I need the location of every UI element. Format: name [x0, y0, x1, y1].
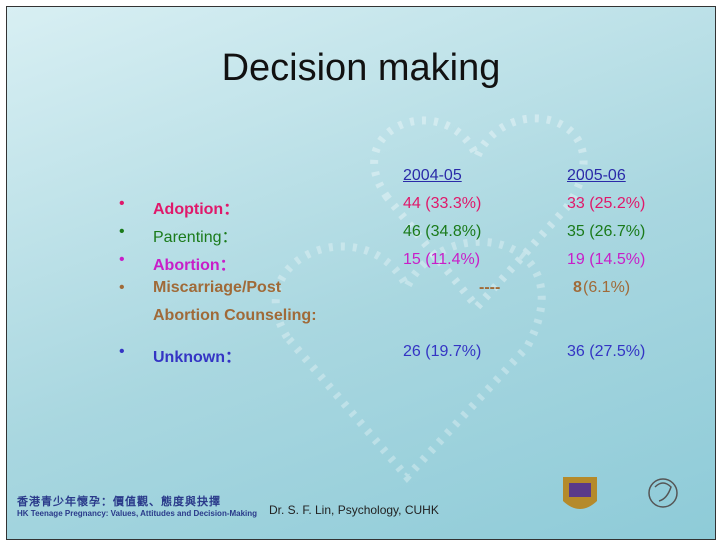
- cell: 46 (34.8%): [403, 223, 482, 240]
- bullet: •: [119, 343, 125, 360]
- cell: (6.1%): [583, 279, 631, 296]
- logos: [563, 477, 678, 509]
- row-label: Parenting：: [153, 229, 238, 246]
- row-label: Abortion Counseling:: [153, 307, 317, 324]
- cell: 19 (14.5%): [567, 251, 646, 268]
- cell: ----: [479, 279, 501, 296]
- slide: Decision making 香港青少年懷孕：價值觀、態度與抉擇 HK Tee…: [6, 6, 716, 540]
- background-hearts: [271, 114, 588, 484]
- cell-bold: 8: [573, 279, 582, 296]
- logo-english: HK Teenage Pregnancy: Values, Attitudes …: [17, 509, 258, 518]
- cell: 33 (25.2%): [567, 195, 646, 212]
- row-label: Abortion：: [153, 257, 236, 274]
- row-label: Unknown：: [153, 349, 241, 366]
- cell: 35 (26.7%): [567, 223, 646, 240]
- slide-title: Decision making: [221, 47, 501, 89]
- credit: Dr. S. F. Lin, Psychology, CUHK: [269, 503, 439, 517]
- column-header: 2005-06: [567, 167, 626, 184]
- bullet: •: [119, 251, 125, 268]
- bullet: •: [119, 279, 125, 296]
- cell: 26 (19.7%): [403, 343, 482, 360]
- bullet: •: [119, 195, 125, 212]
- column-header: 2004-05: [403, 167, 462, 184]
- row-label: Miscarriage/Post: [153, 279, 282, 296]
- row-label: Adoption：: [153, 201, 240, 218]
- cell: 15 (11.4%): [403, 251, 481, 268]
- cell: 36 (27.5%): [567, 343, 646, 360]
- logo-chinese: 香港青少年懷孕：價值觀、態度與抉擇: [17, 496, 221, 508]
- bullet: •: [119, 223, 125, 240]
- cell: 44 (33.3%): [403, 195, 482, 212]
